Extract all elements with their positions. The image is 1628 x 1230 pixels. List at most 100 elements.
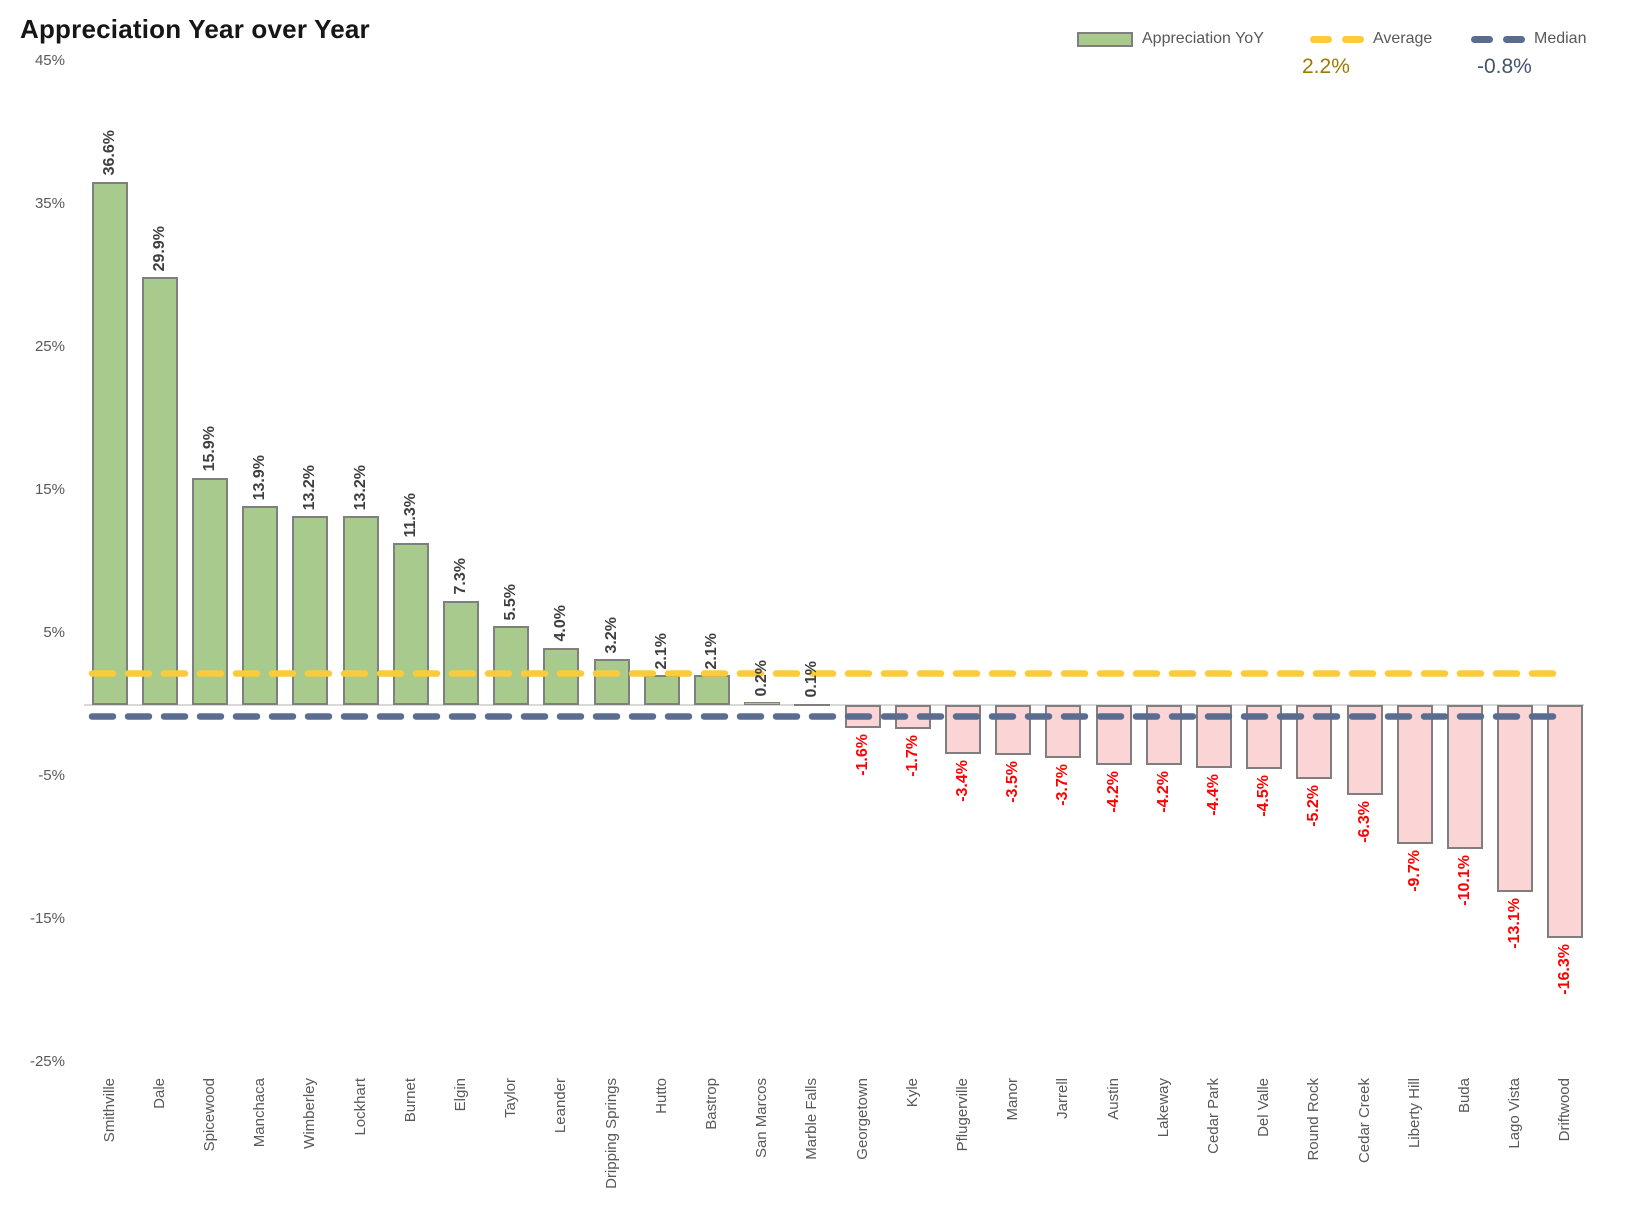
category-label-wimberley: Wimberley: [301, 1078, 319, 1149]
bar-value-label: 0.1%: [803, 661, 821, 698]
median-dash-icon: [1471, 35, 1525, 43]
legend-average-label: Average: [1373, 30, 1433, 47]
bar-manchaca: [242, 506, 279, 705]
bar-del-valle: [1246, 705, 1283, 770]
bar-value-label: -10.1%: [1455, 855, 1473, 907]
category-label-georgetown: Georgetown: [853, 1078, 871, 1160]
category-label-lockhart: Lockhart: [351, 1078, 369, 1136]
legend-median-label: Median: [1534, 30, 1587, 47]
category-label-kyle: Kyle: [903, 1078, 921, 1108]
y-axis-tick-label: 25%: [34, 337, 65, 355]
category-label-round-rock: Round Rock: [1305, 1078, 1323, 1161]
bar-pflugerville: [944, 705, 981, 754]
average-dash-icon: [1310, 35, 1364, 43]
legend-series-label: Appreciation YoY: [1142, 30, 1264, 47]
category-label-spicewood: Spicewood: [200, 1078, 218, 1152]
y-axis-tick-label: 15%: [34, 480, 65, 498]
bar-kyle: [894, 705, 931, 730]
legend-item-appreciation: Appreciation YoY: [1077, 30, 1264, 48]
y-axis-tick-label: 5%: [43, 623, 65, 641]
x-axis-line: [84, 704, 1584, 706]
bar-value-label: 13.2%: [301, 464, 319, 511]
bar-value-label: -9.7%: [1405, 849, 1423, 892]
category-label-manchaca: Manchaca: [251, 1078, 269, 1148]
y-axis-tick-label: -15%: [29, 909, 65, 927]
category-label-austin: Austin: [1104, 1078, 1122, 1120]
bar-value-label: -4.2%: [1104, 771, 1122, 813]
bar-leander: [543, 647, 580, 705]
bar-value-label: -16.3%: [1556, 944, 1574, 995]
bar-cedar-creek: [1346, 705, 1383, 796]
legend-item-median: Median: [1471, 30, 1586, 48]
series-swatch-icon: [1077, 31, 1133, 47]
category-label-smithville: Smithville: [100, 1078, 118, 1143]
bar-elgin: [442, 600, 479, 705]
chart-title: Appreciation Year over Year: [20, 14, 370, 44]
bar-value-label: 11.3%: [401, 492, 419, 538]
bar-lago-vista: [1497, 705, 1534, 893]
median-value: -0.8%: [1477, 55, 1532, 78]
category-label-lakeway: Lakeway: [1154, 1078, 1172, 1138]
category-label-san-marcos: San Marcos: [753, 1078, 771, 1159]
category-label-del-valle: Del Valle: [1255, 1078, 1273, 1137]
category-label-taylor: Taylor: [502, 1078, 520, 1119]
category-label-buda: Buda: [1455, 1078, 1473, 1114]
bar-dale: [141, 277, 178, 705]
y-axis-tick-label: 35%: [34, 194, 65, 212]
category-label-driftwood: Driftwood: [1556, 1078, 1574, 1142]
bar-value-label: -4.5%: [1255, 775, 1273, 818]
category-label-dripping-springs: Dripping Springs: [602, 1078, 620, 1189]
bar-value-label: 7.3%: [451, 558, 469, 595]
bar-wimberley: [292, 516, 329, 705]
bar-taylor: [493, 626, 530, 705]
bar-manor: [995, 705, 1032, 756]
category-label-dale: Dale: [150, 1078, 168, 1109]
bar-value-label: 4.0%: [552, 605, 570, 642]
bar-lakeway: [1145, 705, 1182, 766]
bar-driftwood: [1547, 705, 1584, 939]
average-value: 2.2%: [1302, 55, 1350, 78]
bar-value-label: -3.4%: [953, 759, 971, 802]
bar-value-label: 3.2%: [602, 616, 620, 654]
bar-round-rock: [1296, 705, 1333, 780]
bar-value-label: 36.6%: [100, 130, 118, 176]
bar-value-label: -3.5%: [1004, 761, 1022, 803]
category-label-leander: Leander: [552, 1078, 570, 1134]
bar-lockhart: [342, 516, 379, 705]
bar-dripping-springs: [593, 659, 630, 705]
category-label-manor: Manor: [1004, 1078, 1022, 1121]
legend-item-average: Average: [1310, 30, 1432, 48]
bar-value-label: 29.9%: [150, 226, 168, 272]
bar-value-label: 13.9%: [251, 454, 269, 501]
y-axis-tick-label: -5%: [38, 766, 65, 784]
bar-cedar-park: [1195, 705, 1232, 768]
category-label-marble-falls: Marble Falls: [803, 1078, 821, 1160]
bar-value-label: -4.2%: [1154, 771, 1172, 813]
bar-value-label: 2.1%: [652, 632, 670, 669]
bar-smithville: [91, 181, 128, 705]
bar-san-marcos: [744, 702, 781, 705]
y-axis-tick-label: -25%: [29, 1052, 65, 1070]
y-axis-tick-label: 45%: [34, 51, 65, 69]
category-label-bastrop: Bastrop: [702, 1078, 720, 1130]
bar-hutto: [643, 674, 680, 705]
category-label-liberty-hill: Liberty Hill: [1405, 1078, 1423, 1149]
bar-value-label: 13.2%: [351, 464, 369, 511]
bar-value-label: -3.7%: [1054, 763, 1072, 806]
bar-jarrell: [1045, 705, 1082, 758]
category-label-lago-vista: Lago Vista: [1506, 1078, 1524, 1149]
bar-value-label: -4.4%: [1204, 773, 1222, 816]
bar-burnet: [392, 543, 429, 705]
category-label-burnet: Burnet: [401, 1078, 419, 1123]
bar-value-label: 5.5%: [502, 583, 520, 621]
bar-spicewood: [191, 477, 228, 705]
category-label-cedar-park: Cedar Park: [1204, 1078, 1222, 1154]
bar-buda: [1446, 705, 1483, 850]
bar-bastrop: [693, 674, 730, 705]
bar-value-label: -13.1%: [1506, 898, 1524, 950]
bar-austin: [1095, 705, 1132, 766]
category-label-jarrell: Jarrell: [1054, 1078, 1072, 1119]
bar-georgetown: [844, 705, 881, 728]
category-label-cedar-creek: Cedar Creek: [1355, 1078, 1373, 1164]
